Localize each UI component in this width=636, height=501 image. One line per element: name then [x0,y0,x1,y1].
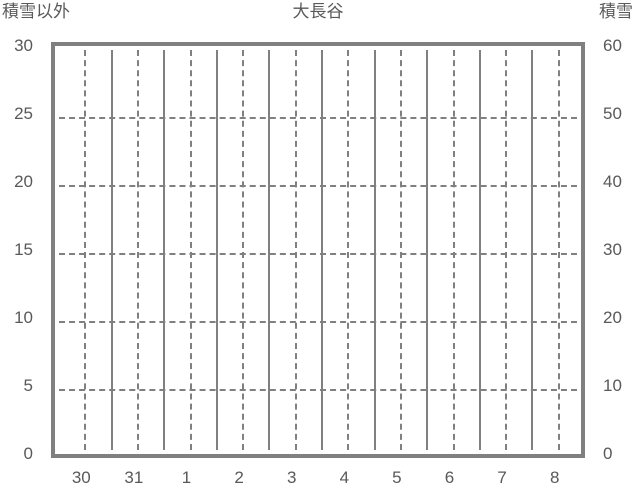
x-axis-tick-label: 8 [549,468,560,487]
x-tick-major [426,441,429,450]
x-axis-tick-label: 7 [497,468,507,487]
x-axis-tick-label: 31 [124,468,144,487]
gridline-vertical-minor [452,50,455,450]
x-tick-minor [189,444,192,450]
x-tick-minor [452,444,455,450]
left-axis-tick-labels: 0 5 10 15 20 25 30 [0,0,42,501]
x-tick-minor [136,444,139,450]
gridline-vertical-major [110,50,113,450]
gridline-vertical-major [478,50,481,450]
gridline-vertical-minor [242,50,245,450]
right-axis-tick-label: 0 [603,444,613,463]
x-tick-minor [505,444,508,450]
x-tick-minor [347,444,350,450]
x-tick-major [268,441,271,450]
right-axis-tick-label: 50 [603,104,622,123]
left-axis-tick-label: 10 [14,308,33,327]
gridline-horizontal [59,253,577,255]
gridline-horizontal [59,185,577,187]
gridline-vertical-major [215,50,218,450]
left-axis-title: 積雪以外 [2,2,70,21]
x-axis-tick-label: 2 [234,468,244,487]
gridline-vertical-major [321,50,323,450]
gridline-horizontal [59,389,577,391]
gridline-horizontal [59,321,577,323]
gridline-vertical-major [426,50,429,450]
x-tick-minor [242,444,245,450]
right-axis-tick-label: 60 [603,36,622,55]
left-axis-tick-label: 25 [14,104,33,123]
x-tick-major [163,441,166,450]
left-axis-tick-label: 15 [14,240,33,259]
x-tick-major [478,441,481,450]
plot-grid [59,50,577,450]
x-axis-tick-label: 6 [444,468,455,487]
x-tick-minor [557,444,560,450]
gridline-vertical-major [531,50,534,450]
right-axis-tick-label: 40 [603,172,622,191]
gridline-vertical-major [163,50,166,450]
x-tick-minor [399,444,402,450]
gridline-vertical-minor [505,50,508,450]
right-axis-tick-label: 20 [603,308,622,327]
x-axis-tick-label: 1 [181,468,192,487]
x-axis-tick-label: 3 [286,468,297,487]
gridline-vertical-major [268,50,271,450]
gridline-vertical-minor [189,50,192,450]
gridline-vertical-minor [557,50,560,450]
right-axis-tick-label: 10 [603,376,622,395]
x-tick-minor [84,444,87,450]
right-axis-title: 積雪 [599,2,633,21]
x-tick-major [321,441,323,450]
x-axis-tick-label: 4 [339,468,350,487]
gridline-horizontal [59,117,577,119]
left-axis-tick-label: 30 [14,36,33,55]
plot-frame [51,42,585,458]
x-tick-minor [294,444,297,450]
right-axis-tick-label: 30 [603,240,622,259]
gridline-vertical-major [373,50,376,450]
x-tick-major [215,441,218,450]
right-axis-tick-labels: 0 10 20 30 40 50 60 [594,0,636,501]
gridline-vertical-minor [347,50,350,450]
plot-area [51,42,585,458]
x-tick-major [531,441,534,450]
left-axis-tick-label: 0 [23,444,33,463]
left-axis-tick-label: 5 [23,376,33,395]
gridline-vertical-minor [136,50,139,450]
chart-header: 積雪以外 大長谷 積雪 [0,0,636,26]
x-tick-major [110,441,113,450]
gridline-vertical-minor [84,50,87,450]
x-axis-tick-label: 30 [71,468,91,487]
chart-title: 大長谷 [292,2,344,21]
gridline-vertical-minor [399,50,402,450]
x-tick-major [373,441,376,450]
x-axis-tick-label: 5 [392,468,402,487]
gridline-vertical-minor [294,50,297,450]
left-axis-tick-label: 20 [14,172,33,191]
